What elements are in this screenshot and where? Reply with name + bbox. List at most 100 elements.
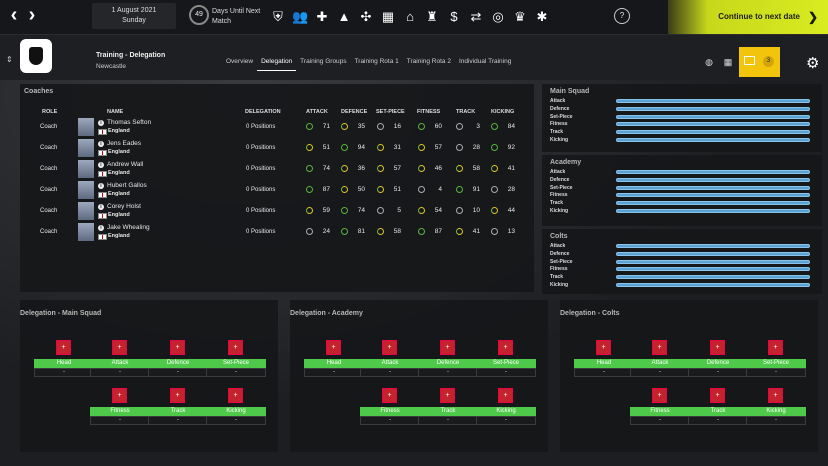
coach-name[interactable]: Hubert Gallos <box>107 182 147 189</box>
slot-dropdown[interactable]: - <box>304 368 364 377</box>
slot-dropdown[interactable]: - <box>476 416 536 425</box>
col-role[interactable]: ROLE <box>42 109 58 115</box>
tab-training-groups[interactable]: Training Groups <box>300 58 347 65</box>
add-coach-button[interactable]: + <box>56 340 71 355</box>
col-setpiece[interactable]: SET-PIECE <box>376 109 405 115</box>
add-coach-button[interactable]: + <box>112 340 127 355</box>
slot-dropdown[interactable]: - <box>746 368 806 377</box>
cone-icon[interactable]: ▲ <box>337 9 351 24</box>
settings-icon[interactable]: ✱ <box>536 9 548 24</box>
slot-dropdown[interactable]: - <box>746 416 806 425</box>
slot-dropdown[interactable]: - <box>90 368 150 377</box>
add-coach-button[interactable]: + <box>112 388 127 403</box>
col-name[interactable]: NAME <box>107 109 124 115</box>
col-kicking[interactable]: KICKING <box>491 109 515 115</box>
add-coach-button[interactable]: + <box>170 388 185 403</box>
add-coach-button[interactable]: + <box>228 340 243 355</box>
continue-button[interactable]: Continue to next date ❯ <box>668 0 828 34</box>
back-arrow-icon[interactable]: ‹ <box>10 4 18 26</box>
add-coach-button[interactable]: + <box>440 340 455 355</box>
squad-icon[interactable]: 👥 <box>292 9 309 24</box>
slot-dropdown[interactable]: - <box>148 368 208 377</box>
calendar-small-icon[interactable]: ▦ <box>723 57 733 67</box>
col-fitness[interactable]: FITNESS <box>417 109 441 115</box>
scouting-icon[interactable]: ◎ <box>492 9 504 24</box>
add-coach-button[interactable]: + <box>382 388 397 403</box>
slot-dropdown[interactable]: - <box>418 416 478 425</box>
tab-training-rota-1[interactable]: Training Rota 1 <box>354 58 399 65</box>
slot-dropdown[interactable]: - <box>90 416 150 425</box>
slot-dropdown[interactable]: - <box>206 368 266 377</box>
coach-name[interactable]: Andrew Wall <box>107 161 144 168</box>
table-row[interactable]: Coach i Andrew Wall England 0 Positions 74 36 5… <box>20 159 534 180</box>
add-coach-button[interactable]: + <box>498 388 513 403</box>
slot-dropdown[interactable]: - <box>688 368 748 377</box>
slot-label: Defence <box>418 359 478 368</box>
slot-dropdown[interactable]: - <box>148 416 208 425</box>
inbox-button[interactable]: 3 <box>739 47 780 77</box>
coach-name[interactable]: Corey Holst <box>107 203 141 210</box>
tab-delegation[interactable]: Delegation <box>257 56 297 71</box>
date-display[interactable]: 1 August 2021 Sunday <box>92 3 176 29</box>
coach-name[interactable]: Jake Whealing <box>107 224 150 231</box>
table-row[interactable]: Coach i Jake Whealing England 0 Positions 24 8… <box>20 222 534 243</box>
coach-name[interactable]: Thomas Sefton <box>107 119 152 126</box>
stadium-icon[interactable]: ⌂ <box>406 9 414 24</box>
tab-overview[interactable]: Overview <box>226 58 254 65</box>
forward-arrow-icon[interactable]: › <box>28 4 36 26</box>
info-icon[interactable]: i <box>98 162 104 168</box>
shield-icon[interactable]: ⛨ <box>273 9 283 24</box>
info-icon[interactable]: i <box>98 120 104 126</box>
table-row[interactable]: Coach i Jens Eades England 0 Positions 51 94 31… <box>20 138 534 159</box>
slot-dropdown[interactable]: - <box>34 368 94 377</box>
globe-icon[interactable]: ◍ <box>705 57 713 67</box>
add-coach-button[interactable]: + <box>710 388 725 403</box>
slot-dropdown[interactable]: - <box>206 416 266 425</box>
gear-icon[interactable]: ⚙ <box>806 55 820 72</box>
add-coach-button[interactable]: + <box>768 388 783 403</box>
medical-icon[interactable]: ✚ <box>316 9 328 24</box>
add-coach-button[interactable]: + <box>652 388 667 403</box>
add-coach-button[interactable]: + <box>440 388 455 403</box>
add-coach-button[interactable]: + <box>652 340 667 355</box>
add-coach-button[interactable]: + <box>710 340 725 355</box>
info-icon[interactable]: i <box>98 141 104 147</box>
add-coach-button[interactable]: + <box>596 340 611 355</box>
calendar-icon[interactable]: ▦ <box>381 9 395 24</box>
transfer-icon[interactable]: ⇄ <box>470 9 482 24</box>
game-speed-button[interactable]: ? <box>614 8 630 24</box>
col-track[interactable]: TRACK <box>456 109 476 115</box>
col-defence[interactable]: DEFENCE <box>341 109 368 115</box>
info-icon[interactable]: i <box>98 183 104 189</box>
slot-dropdown[interactable]: - <box>630 416 690 425</box>
table-row[interactable]: Coach i Hubert Gallos England 0 Positions 87 5… <box>20 180 534 201</box>
trophy-icon[interactable]: ♛ <box>514 9 526 24</box>
table-row[interactable]: Coach i Thomas Sefton England 0 Positions 71 3… <box>20 117 534 138</box>
add-coach-button[interactable]: + <box>228 388 243 403</box>
slot-dropdown[interactable]: - <box>630 368 690 377</box>
club-name[interactable]: Newcastle <box>96 63 126 70</box>
tab-training-rota-2[interactable]: Training Rota 2 <box>406 58 451 65</box>
tactics-icon[interactable]: ✣ <box>360 9 372 24</box>
slot-dropdown[interactable]: - <box>418 368 478 377</box>
add-coach-button[interactable]: + <box>382 340 397 355</box>
expand-icon[interactable]: ⇕ <box>6 55 13 64</box>
add-coach-button[interactable]: + <box>326 340 341 355</box>
add-coach-button[interactable]: + <box>768 340 783 355</box>
finance-icon[interactable]: $ <box>450 9 458 24</box>
info-icon[interactable]: i <box>98 204 104 210</box>
add-coach-button[interactable]: + <box>170 340 185 355</box>
slot-dropdown[interactable]: - <box>574 368 634 377</box>
tab-individual-training[interactable]: Individual Training <box>458 58 512 65</box>
info-icon[interactable]: i <box>98 225 104 231</box>
col-attack[interactable]: ATTACK <box>306 109 328 115</box>
table-row[interactable]: Coach i Corey Holst England 0 Positions 59 74 5… <box>20 201 534 222</box>
slot-dropdown[interactable]: - <box>360 416 420 425</box>
slot-dropdown[interactable]: - <box>688 416 748 425</box>
slot-dropdown[interactable]: - <box>360 368 420 377</box>
add-coach-button[interactable]: + <box>498 340 513 355</box>
club-icon[interactable]: ♜ <box>426 9 438 24</box>
coach-name[interactable]: Jens Eades <box>107 140 141 147</box>
slot-dropdown[interactable]: - <box>476 368 536 377</box>
col-delegation[interactable]: DELEGATION <box>245 109 281 115</box>
